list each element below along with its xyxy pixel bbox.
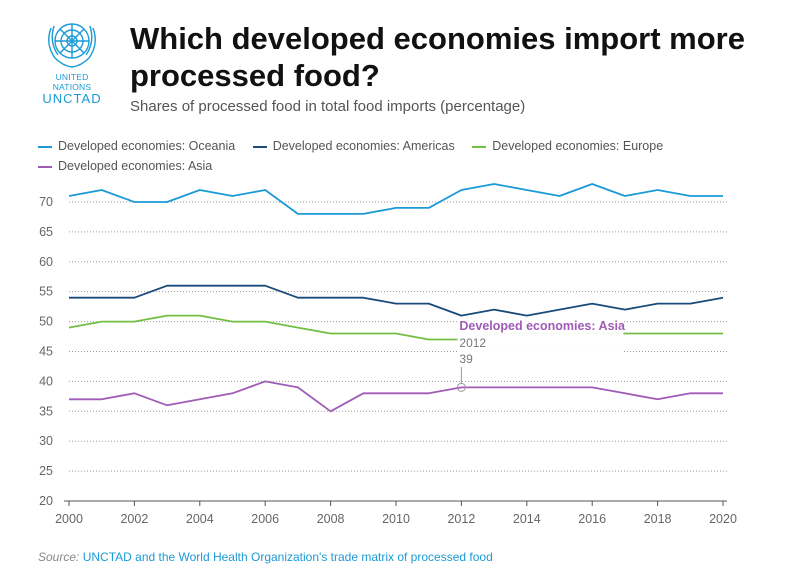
series-line-americas [69,284,724,317]
axis-layer: 20 25 30 35 40 45 50 55 60 65 70 2000 2002 2004 2006 20… [39,195,737,526]
x-tick-label-2016: 2016 [578,512,606,526]
source-note: Source: UNCTAD and the World Health Orga… [38,550,493,564]
chart-title: Which developed economies import more pr… [130,21,745,93]
logo-acronym: UNCTAD [42,91,102,106]
x-tick-label-2006: 2006 [251,512,279,526]
x-tick-label-2012: 2012 [447,512,475,526]
y-tick-label-55: 55 [39,285,53,299]
tooltip-layer: Developed economies: Asia 2012 39 [456,318,626,392]
tooltip-title: Developed economies: Asia [459,319,626,333]
series-line-oceania [68,183,723,215]
x-tick-label-2014: 2014 [513,512,541,526]
y-tick-label-65: 65 [39,225,53,239]
x-tick-label-2002: 2002 [120,512,148,526]
series-line-asia [69,380,723,413]
y-tick-label-40: 40 [39,374,53,388]
legend-label-asia: Developed economies: Asia [58,159,213,173]
y-tick-label-20: 20 [39,494,53,508]
y-tick-label-60: 60 [39,255,53,269]
series-layer [68,183,724,413]
legend-item-americas[interactable]: Developed economies: Americas [252,136,455,156]
grid-layer [69,201,727,472]
x-tick-label-2010: 2010 [382,512,410,526]
un-emblem-icon [48,23,96,68]
source-text: UNCTAD and the World Health Organization… [82,550,493,564]
y-tick-label-30: 30 [39,434,53,448]
tooltip-marker [456,382,466,392]
y-tick-label-70: 70 [39,195,53,209]
y-tick-label-50: 50 [39,315,53,329]
legend-item-asia[interactable]: Developed economies: Asia [38,156,212,176]
legend-swatch-oceania [38,145,52,148]
legend-label-americas: Developed economies: Americas [272,139,455,153]
tooltip-x-value: 2012 [459,336,486,350]
source-label: Source: [38,550,80,564]
y-tick-label-35: 35 [39,404,53,418]
legend-item-europe[interactable]: Developed economies: Europe [472,136,663,156]
x-tick-label-2004: 2004 [186,512,214,526]
logo-org-name: UNITED NATIONS [52,72,92,92]
legend-item-oceania[interactable]: Developed economies: Oceania [38,136,235,156]
legend-swatch-europe [472,145,487,148]
y-tick-label-45: 45 [39,344,53,358]
legend-swatch-americas [252,145,267,148]
x-tick-label-2008: 2008 [317,512,345,526]
legend-swatch-asia [38,165,52,168]
chart-legend: Developed economies: Oceania Developed e… [38,136,758,176]
tooltip-box [457,318,624,370]
legend-label-europe: Developed economies: Europe [492,139,664,153]
y-tick-label-25: 25 [39,464,53,478]
chart-subtitle: Shares of processed food in total food i… [130,98,526,115]
tooltip-y-value: 39 [459,352,473,366]
x-tick-label-2020: 2020 [709,512,737,526]
legend-label-oceania: Developed economies: Oceania [58,139,236,153]
unctad-logo: UNITED NATIONS UNCTAD [36,14,108,105]
x-tick-label-2000: 2000 [55,512,83,526]
x-tick-label-2018: 2018 [644,512,672,526]
